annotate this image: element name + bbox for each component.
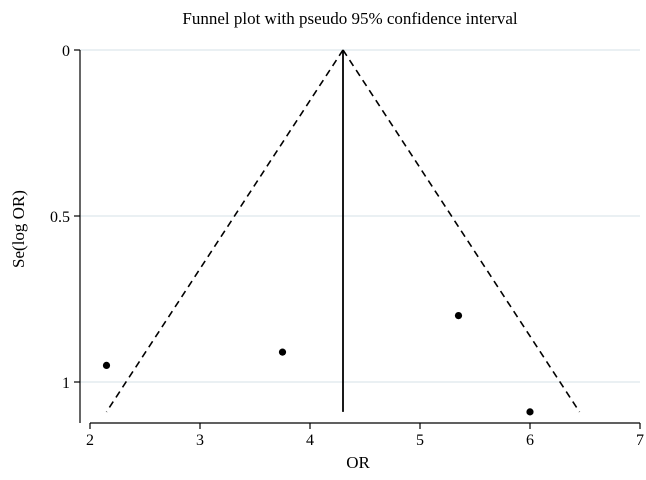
y-tick-label-1: 0.5 [50,209,70,226]
funnel-line-right [342,49,581,413]
y-tick-label-0: 0 [62,43,70,60]
x-tick-label-3: 5 [416,432,424,449]
data-point-2 [454,312,463,320]
data-point-3 [526,408,534,416]
data-point-1 [278,348,287,356]
y-tick-label-2: 1 [62,375,70,392]
funnel-line-left [105,49,344,413]
grid-lines [80,49,640,383]
y-axis-label: Se(log OR) [9,190,28,268]
x-tick-label-2: 4 [306,432,314,449]
y-axis-ticks: 00.51 [50,43,80,392]
x-axis-label: OR [346,453,370,472]
x-tick-label-5: 7 [636,432,644,449]
x-tick-label-4: 6 [526,432,534,449]
confidence-funnel [105,49,581,413]
chart-title: Funnel plot with pseudo 95% confidence i… [182,9,517,28]
x-tick-label-0: 2 [86,432,94,449]
x-axis-ticks: 2 3 4 5 6 7 [86,423,644,449]
x-tick-label-1: 3 [196,432,204,449]
data-point-0 [102,361,111,369]
data-points [102,312,534,416]
